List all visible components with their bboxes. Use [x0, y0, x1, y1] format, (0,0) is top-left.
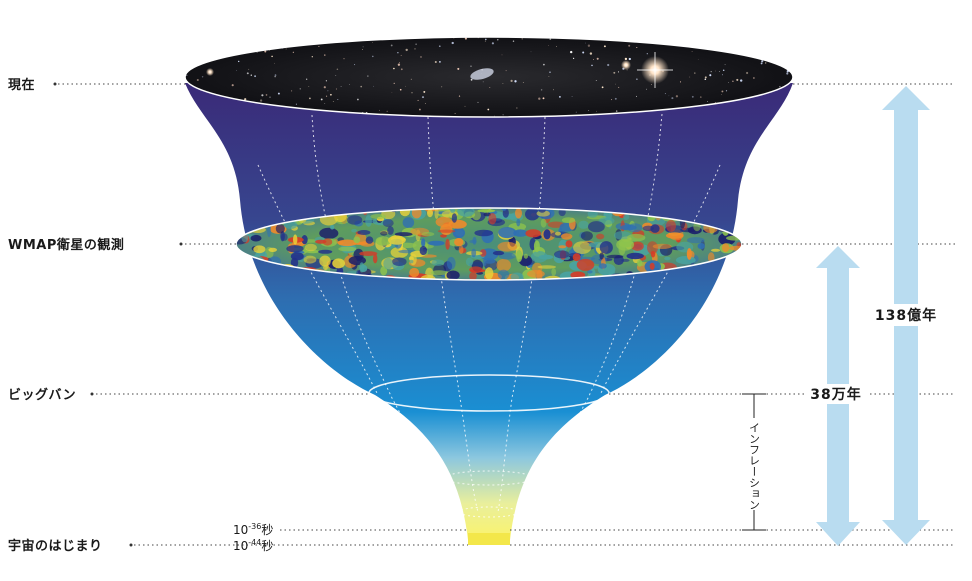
time-10-44: 10-44秒	[233, 538, 273, 553]
label-bigbang: ビッグバン	[8, 387, 76, 403]
time-10-36: 10-36秒	[233, 522, 273, 537]
label-now: 現在	[8, 77, 35, 93]
label-380k-years: 38万年	[810, 386, 861, 403]
arrow-380k-years: 38万年	[805, 246, 867, 546]
funnel-grid-lines	[257, 113, 721, 518]
bigbang-ring	[368, 374, 610, 412]
beginning-tip	[468, 533, 510, 545]
label-13-8b-years: 138億年	[875, 307, 937, 324]
label-wmap: WMAP衛星の観測	[8, 237, 124, 253]
time-labels: 10-36秒 10-44秒	[233, 522, 273, 553]
inflation-bracket: インフレーション	[742, 393, 766, 531]
label-beginning: 宇宙のはじまり	[8, 538, 103, 554]
label-inflation: インフレーション	[748, 422, 761, 510]
funnel-body	[185, 83, 793, 540]
galaxy-image	[470, 68, 494, 80]
event-labels: 現在 WMAP衛星の観測 ビッグバン 宇宙のはじまり	[8, 77, 183, 554]
arrow-13-8b-years: 138億年	[868, 86, 946, 545]
